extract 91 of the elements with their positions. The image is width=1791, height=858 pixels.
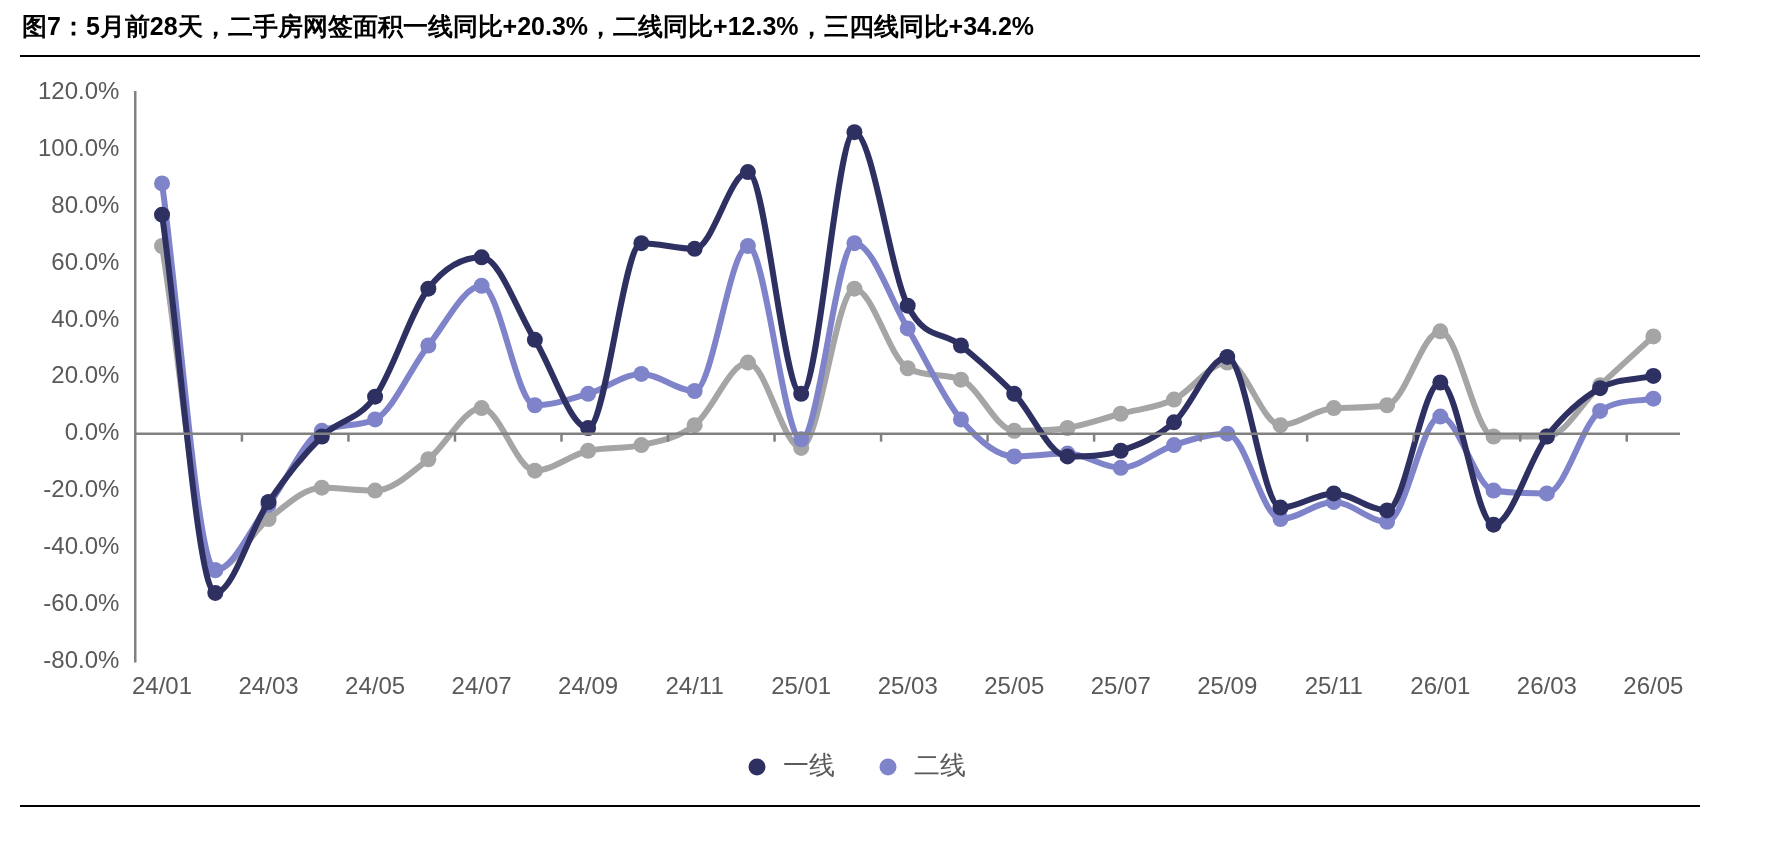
point <box>686 417 703 434</box>
point <box>420 451 437 468</box>
point <box>154 206 171 223</box>
point <box>1325 485 1342 502</box>
point <box>739 164 756 181</box>
point <box>313 479 330 496</box>
point <box>739 237 756 254</box>
y-tick-label: 100.0% <box>37 133 120 161</box>
y-tick-label: 40.0% <box>51 304 120 332</box>
point <box>1112 459 1129 476</box>
point <box>526 462 543 479</box>
point <box>1379 397 1396 414</box>
x-tick-label: 25/05 <box>984 672 1045 700</box>
legend-label: 一线 <box>783 750 835 781</box>
y-tick-label: -60.0% <box>43 588 120 616</box>
y-tick-label: 60.0% <box>51 247 120 275</box>
point <box>1538 485 1555 502</box>
x-tick-label: 24/05 <box>345 672 406 700</box>
point <box>1432 374 1449 391</box>
y-tick-label: 80.0% <box>51 190 120 218</box>
point <box>846 124 863 141</box>
point <box>1592 402 1609 419</box>
point <box>952 337 969 354</box>
x-tick-label: 25/11 <box>1304 672 1363 700</box>
point <box>420 280 437 297</box>
point <box>633 437 650 454</box>
point <box>1645 328 1662 345</box>
point <box>686 383 703 400</box>
point <box>580 385 597 402</box>
point <box>899 320 916 337</box>
x-tick-label: 25/09 <box>1197 672 1258 700</box>
chart-title: 图7：5月前28天，二手房网签面积一线同比+20.3%，二线同比+12.3%，三四线同比+34.2% <box>22 11 1035 42</box>
y-tick-label: 20.0% <box>51 361 120 389</box>
y-tick-label: -80.0% <box>43 645 120 673</box>
point <box>846 235 863 252</box>
point <box>1112 405 1129 422</box>
point <box>1112 442 1129 459</box>
point <box>580 442 597 459</box>
point <box>473 249 490 266</box>
point <box>1485 516 1502 533</box>
point <box>154 175 171 192</box>
point <box>1166 391 1183 408</box>
point <box>633 365 650 382</box>
x-tick-label: 25/07 <box>1090 672 1151 700</box>
x-tick-label: 24/11 <box>665 672 724 700</box>
point <box>1219 348 1236 365</box>
point <box>473 277 490 294</box>
point <box>420 337 437 354</box>
y-tick-label: 120.0% <box>37 77 120 105</box>
y-tick-label: 0.0% <box>64 418 120 446</box>
x-tick-label: 26/01 <box>1410 672 1471 700</box>
point <box>686 240 703 257</box>
point <box>1379 502 1396 519</box>
x-tick-label: 25/03 <box>877 672 938 700</box>
point <box>739 354 756 371</box>
point <box>1006 448 1023 465</box>
point <box>207 584 224 601</box>
point <box>1432 408 1449 425</box>
x-tick-label: 24/03 <box>238 672 299 700</box>
point <box>952 411 969 428</box>
point <box>526 331 543 348</box>
point <box>1272 499 1289 516</box>
x-tick-label: 24/09 <box>558 672 619 700</box>
point <box>526 397 543 414</box>
point <box>1645 367 1662 384</box>
point <box>1166 414 1183 431</box>
y-tick-label: -20.0% <box>43 475 120 503</box>
point <box>952 371 969 388</box>
point <box>793 385 810 402</box>
point <box>899 297 916 314</box>
x-tick-label: 24/07 <box>451 672 512 700</box>
point <box>473 400 490 417</box>
point <box>1645 390 1662 407</box>
point <box>846 280 863 297</box>
point <box>1272 417 1289 434</box>
point <box>1432 323 1449 340</box>
point <box>1006 385 1023 402</box>
point <box>1166 437 1183 454</box>
point <box>367 482 384 499</box>
point <box>1325 400 1342 417</box>
point <box>367 388 384 405</box>
y-tick-label: -40.0% <box>43 532 120 560</box>
x-tick-label: 24/01 <box>132 672 193 700</box>
point <box>899 360 916 377</box>
legend-label: 二线 <box>914 750 966 781</box>
point <box>367 411 384 428</box>
point <box>1485 482 1502 499</box>
x-tick-label: 26/03 <box>1516 672 1577 700</box>
x-tick-label: 26/05 <box>1623 672 1684 700</box>
x-tick-label: 25/01 <box>771 672 832 700</box>
point <box>633 235 650 252</box>
